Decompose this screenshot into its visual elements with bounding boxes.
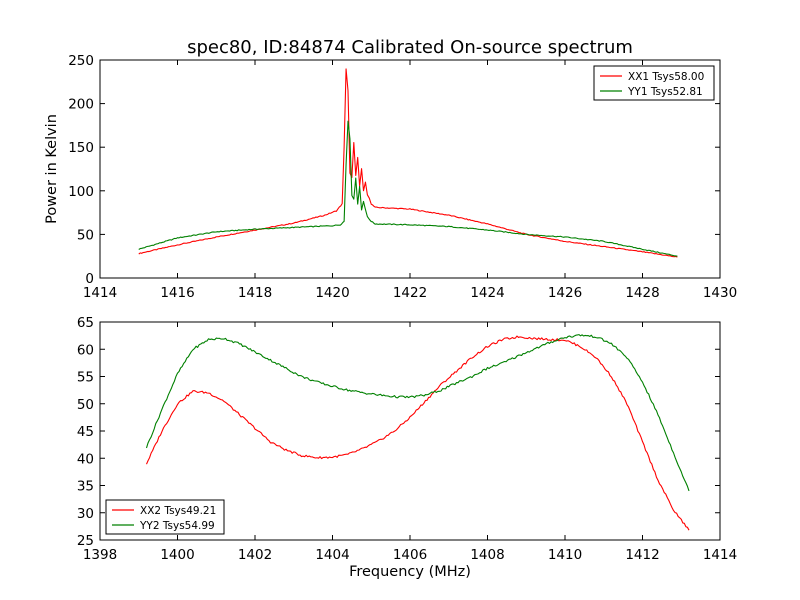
top-y-tick-label: 100	[68, 184, 94, 200]
top-x-tick-label: 1418	[238, 285, 272, 301]
bottom-x-tick-label: 1404	[315, 547, 349, 563]
top-series-line-green	[138, 120, 678, 257]
top-x-tick-label: 1428	[625, 285, 659, 301]
bottom-y-tick-label: 45	[77, 424, 94, 440]
bottom-legend-label: XX2 Tsys49.21	[140, 505, 216, 517]
bottom-x-tick-label: 1412	[625, 547, 659, 563]
bottom-x-tick-label: 1414	[703, 547, 737, 563]
bottom-y-tick-label: 40	[77, 451, 94, 467]
figure-title: spec80, ID:84874 Calibrated On-source sp…	[187, 37, 633, 58]
top-x-tick-label: 1430	[703, 285, 737, 301]
top-legend-box	[593, 65, 715, 101]
bottom-x-axis-label: Frequency (MHz)	[349, 564, 471, 580]
top-legend-label: YY1 Tsys52.81	[627, 86, 703, 98]
top-x-tick-label: 1420	[315, 285, 349, 301]
top-y-tick-label: 250	[68, 53, 94, 69]
bottom-x-tick-label: 1406	[393, 547, 427, 563]
top-panel: Power in Kelvin 1414 1416 1418 1420 1422 1424…	[44, 53, 737, 301]
bottom-legend-label: YY2 Tsys54.99	[139, 520, 215, 532]
top-legend: XX1 Tsys58.00 YY1 Tsys52.81	[593, 65, 715, 101]
top-x-tick-label: 1426	[548, 285, 582, 301]
top-x-tick-label: 1424	[470, 285, 504, 301]
bottom-x-tick-label: 1408	[470, 547, 504, 563]
bottom-y-tick-label: 35	[77, 479, 94, 495]
bottom-legend-box	[105, 499, 225, 535]
bottom-series-line-red	[145, 335, 690, 531]
top-y-tick-label: 200	[68, 97, 94, 113]
top-legend-label: XX1 Tsys58.00	[628, 71, 704, 83]
bottom-x-tick-label: 1402	[238, 547, 272, 563]
bottom-y-tick-label: 65	[77, 315, 94, 331]
bottom-x-tick-label: 1400	[160, 547, 194, 563]
bottom-panel: Frequency (MHz) 1398 1400 1402 1404 1406 1408…	[77, 315, 737, 580]
top-y-tick-label: 50	[77, 227, 94, 243]
top-series-line-red	[138, 68, 678, 258]
top-x-tick-label: 1414	[83, 285, 117, 301]
bottom-legend: XX2 Tsys49.21 YY2 Tsys54.99	[105, 499, 225, 535]
top-x-tick-label: 1416	[160, 285, 194, 301]
bottom-x-tick-label: 1398	[83, 547, 117, 563]
top-y-axis-label: Power in Kelvin	[44, 114, 60, 224]
bottom-y-tick-label: 30	[77, 506, 94, 522]
bottom-y-tick-label: 50	[77, 397, 94, 413]
top-y-tick-label: 0	[85, 271, 94, 287]
bottom-series-line-green	[145, 334, 690, 492]
top-x-tick-label: 1422	[393, 285, 427, 301]
bottom-y-tick-label: 25	[77, 533, 94, 549]
bottom-y-tick-label: 60	[77, 342, 94, 358]
top-y-tick-label: 150	[68, 140, 94, 156]
bottom-y-tick-label: 55	[77, 370, 94, 386]
bottom-x-tick-label: 1410	[548, 547, 582, 563]
